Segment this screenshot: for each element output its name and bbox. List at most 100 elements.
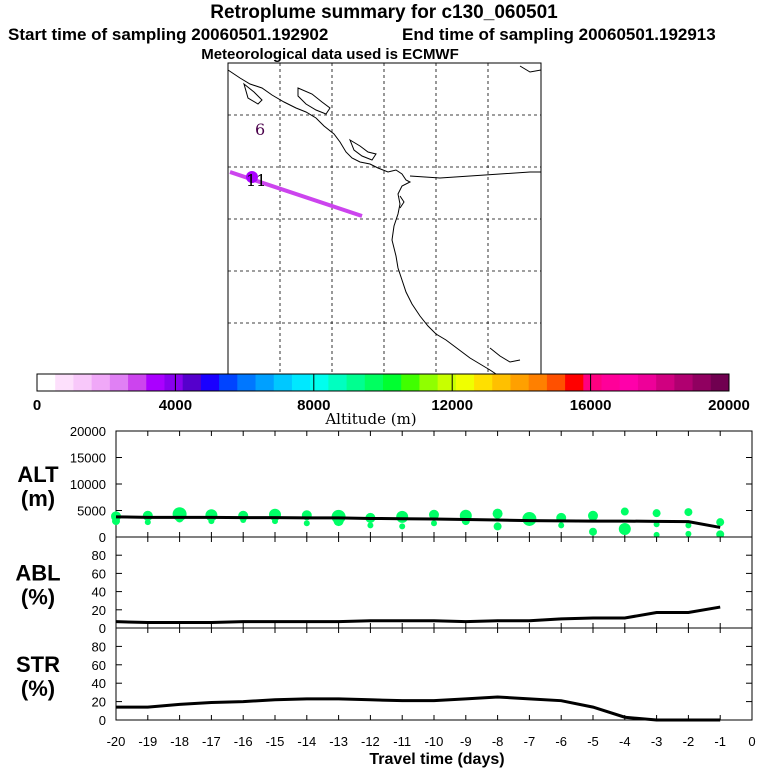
scatter-point <box>684 508 693 517</box>
y-tick-label: 20 <box>92 695 106 710</box>
colorbar-swatch <box>546 374 566 391</box>
end-time-label: End time of sampling 20060501.192913 <box>402 25 716 44</box>
colorbar-swatch <box>128 374 147 391</box>
colorbar-swatch <box>692 374 712 391</box>
y-tick-label: 5000 <box>77 504 106 519</box>
scatter-point <box>367 522 374 529</box>
plume-start-marker <box>246 171 258 183</box>
colorbar-swatch <box>619 374 639 391</box>
scatter-point <box>716 530 725 539</box>
colorbar-swatch <box>109 374 129 391</box>
colorbar-tick-label: 8000 <box>297 397 330 414</box>
time-series-panels: 05000100001500020000ALT(m)020406080ABL(%… <box>15 424 755 768</box>
x-tick-label: -11 <box>393 734 411 749</box>
x-tick-label: 0 <box>748 734 755 749</box>
x-tick-label: -13 <box>329 734 348 749</box>
colorbar-swatch <box>37 374 56 391</box>
scatter-point <box>492 508 503 519</box>
colorbar-swatch <box>346 374 366 391</box>
colorbar-swatch <box>164 374 184 391</box>
scatter-point <box>396 510 409 523</box>
colorbar-swatch <box>55 374 74 391</box>
colorbar-swatch <box>455 374 475 391</box>
x-tick-label: -15 <box>266 734 285 749</box>
scatter-point <box>399 523 406 530</box>
y-tick-label: 0 <box>99 530 106 545</box>
colorbar-label: Altitude (m) <box>324 410 416 428</box>
colorbar-swatch <box>583 374 603 391</box>
colorbar-tick-label: 12000 <box>431 397 473 414</box>
chart-title: Retroplume summary for c130_060501 <box>210 2 558 23</box>
scatter-point <box>303 520 310 527</box>
scatter-point <box>685 522 692 529</box>
scatter-point <box>716 518 725 527</box>
y-tick-label: 0 <box>99 713 106 728</box>
colorbar-swatch <box>328 374 348 391</box>
x-tick-label: -12 <box>361 734 380 749</box>
colorbar-swatch <box>474 374 493 391</box>
scatter-point <box>112 517 120 526</box>
x-axis-label: Travel time (days) <box>369 751 504 768</box>
x-tick-label: -19 <box>138 734 157 749</box>
x-tick-label: -7 <box>524 734 536 749</box>
x-tick-label: -8 <box>492 734 504 749</box>
panel-frame <box>115 627 753 721</box>
colorbar-swatch <box>219 374 238 391</box>
map-frame <box>227 62 542 375</box>
series-line <box>115 515 721 529</box>
colorbar-swatch <box>419 374 439 391</box>
scatter-point <box>620 507 629 516</box>
series-line <box>116 695 721 722</box>
x-tick-label: -16 <box>234 734 253 749</box>
y-tick-label: 40 <box>92 676 106 691</box>
x-tick-label: -10 <box>425 734 444 749</box>
y-tick-label: 20 <box>92 603 106 618</box>
x-tick-label: -1 <box>714 734 726 749</box>
colorbar-swatch <box>273 374 293 391</box>
series-line <box>115 605 721 625</box>
y-tick-label: 60 <box>92 566 106 581</box>
scatter-point <box>652 509 661 518</box>
y-axis-unit: (%) <box>21 676 55 701</box>
colorbar-swatch <box>710 374 730 391</box>
x-tick-label: -9 <box>460 734 472 749</box>
colorbar-swatch <box>364 374 384 391</box>
scatter-point <box>429 509 439 520</box>
scatter-point <box>558 522 565 529</box>
altitude-colorbar: 0 4000 8000 12000 16000 20000 <box>33 373 750 414</box>
colorbar-swatch <box>73 374 93 391</box>
y-axis-unit: (m) <box>21 486 55 511</box>
colorbar-swatch <box>528 374 548 391</box>
scatter-point <box>618 523 631 536</box>
colorbar-swatch <box>310 374 329 391</box>
colorbar-swatch <box>637 374 657 391</box>
y-axis-unit: (%) <box>21 585 55 610</box>
scatter-point <box>493 522 502 531</box>
scatter-point <box>431 520 437 527</box>
y-tick-label: 10000 <box>70 477 106 492</box>
colorbar-swatch <box>401 374 420 391</box>
panel-alt: 0 5000 10000 15000 20000 ALT(m) <box>17 424 753 545</box>
colorbar-swatch <box>255 374 275 391</box>
coastline <box>227 65 542 375</box>
colorbar-swatch <box>510 374 530 391</box>
x-tick-label: -6 <box>555 734 567 749</box>
y-axis-label: STR <box>16 652 60 677</box>
x-tick-label: -18 <box>170 734 189 749</box>
scatter-point <box>653 531 660 538</box>
x-tick-label: -3 <box>651 734 663 749</box>
colorbar-swatch <box>601 374 621 391</box>
map-label-11: 11 <box>246 171 266 190</box>
y-tick-label: 80 <box>92 548 106 563</box>
map-label-6: 6 <box>255 120 265 139</box>
scatter-point <box>685 530 692 537</box>
colorbar-tick-label: 16000 <box>570 397 612 414</box>
x-tick-label: -14 <box>297 734 316 749</box>
y-axis-label: ABL <box>15 561 60 586</box>
x-tick-label: -17 <box>202 734 221 749</box>
scatter-point <box>272 518 278 525</box>
colorbar-swatch <box>437 374 457 391</box>
start-time-label: Start time of sampling 20060501.192902 <box>8 25 329 44</box>
